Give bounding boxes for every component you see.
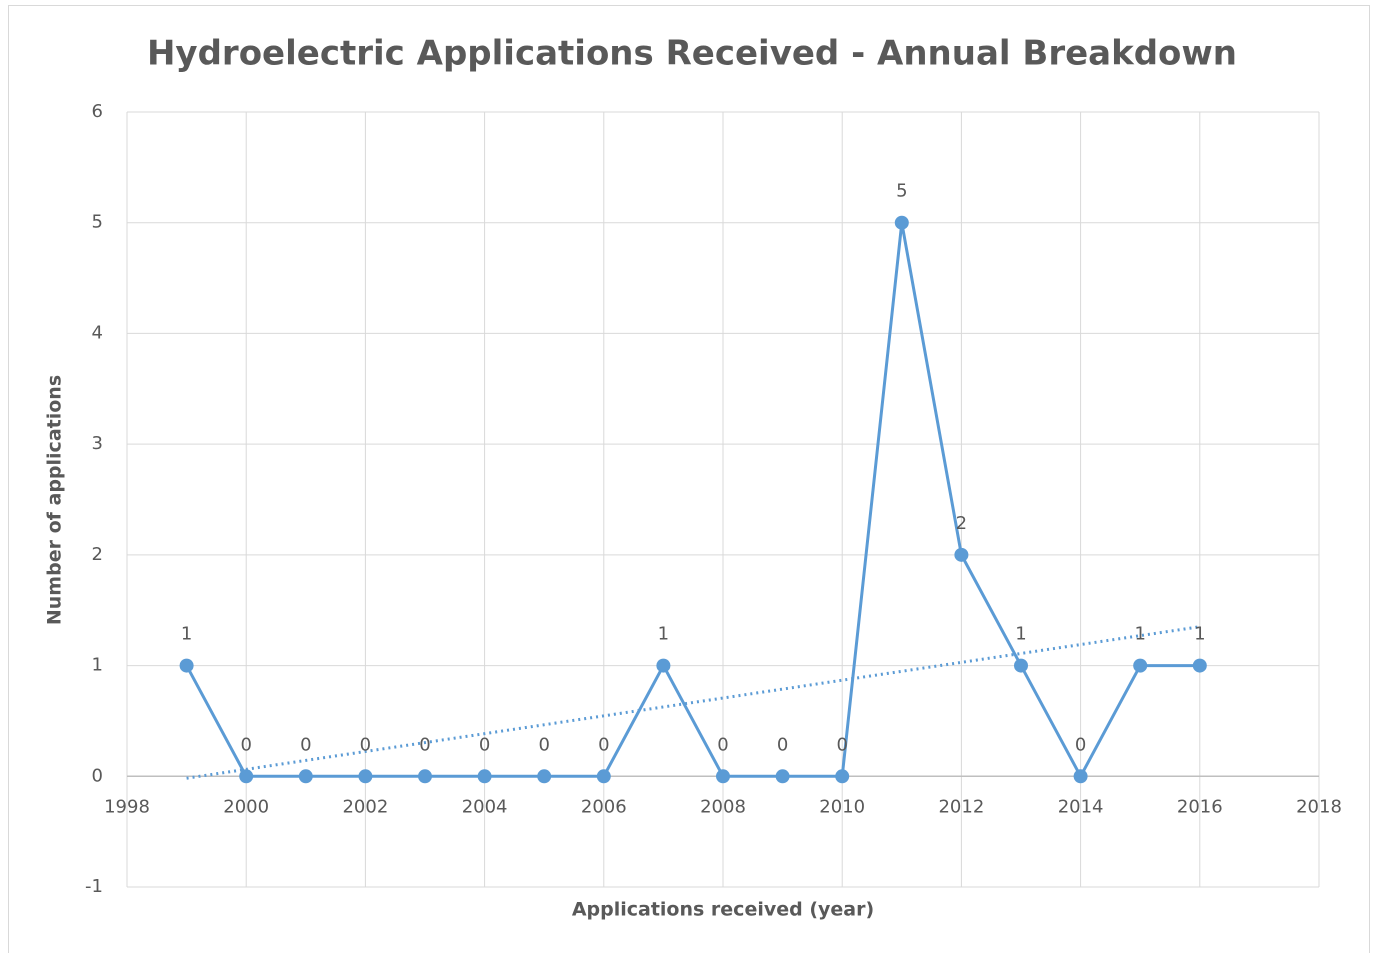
x-tick-label: 1998 [104, 796, 150, 817]
data-label: 0 [300, 734, 311, 755]
y-tick-label: 2 [92, 544, 103, 565]
data-label: 0 [360, 734, 371, 755]
data-label: 0 [479, 734, 490, 755]
marker [1073, 769, 1088, 784]
y-tick-label: 1 [92, 655, 103, 676]
marker [537, 769, 552, 784]
data-label: 0 [419, 734, 430, 755]
marker [656, 658, 671, 673]
x-tick-label: 2006 [581, 796, 627, 817]
x-tick-label: 2002 [342, 796, 388, 817]
marker [358, 769, 373, 784]
trendline [186, 625, 1201, 780]
marker [1133, 658, 1148, 673]
data-label: 0 [598, 734, 609, 755]
data-label: 0 [717, 734, 728, 755]
chart-frame [8, 5, 1370, 953]
marker [954, 547, 969, 562]
marker [477, 769, 492, 784]
x-tick-label: 2000 [223, 796, 269, 817]
marker [418, 769, 432, 784]
data-label: 1 [1194, 624, 1205, 645]
marker [1192, 658, 1207, 673]
x-tick-label: 2008 [700, 796, 746, 817]
marker [1014, 658, 1028, 673]
data-label: 0 [836, 734, 847, 755]
x-tick-label: 2004 [462, 796, 508, 817]
x-tick-label: 2014 [1058, 796, 1104, 817]
data-label: 1 [658, 624, 669, 645]
data-label: 0 [777, 734, 788, 755]
data-label: 0 [538, 734, 549, 755]
data-label: 2 [956, 513, 967, 534]
y-tick-label: -1 [85, 876, 103, 897]
data-label: 1 [1134, 624, 1145, 645]
data-label: 0 [240, 734, 251, 755]
data-label: 5 [896, 181, 907, 202]
x-tick-label: 2010 [819, 796, 865, 817]
y-axis-label: Number of applications [44, 375, 66, 625]
y-tick-label: 5 [92, 212, 103, 233]
marker [894, 215, 909, 230]
x-tick-label: 2016 [1177, 796, 1223, 817]
series-line [185, 221, 1200, 778]
marker [298, 769, 313, 784]
chart-title: Hydroelectric Applications Received - An… [147, 34, 1237, 74]
x-tick-label: 2012 [938, 796, 984, 817]
x-tick-label: 2018 [1296, 796, 1342, 817]
marker [835, 769, 850, 784]
marker [239, 769, 254, 784]
marker [596, 769, 611, 784]
y-tick-label: 6 [92, 101, 103, 122]
marker [775, 769, 790, 784]
data-label: 0 [1075, 734, 1086, 755]
marker [716, 769, 730, 784]
y-tick-label: 3 [92, 433, 103, 454]
data-label: 1 [1015, 624, 1026, 645]
data-label: 1 [181, 624, 192, 645]
x-axis-label: Applications received (year) [572, 899, 874, 921]
marker [179, 658, 194, 673]
y-tick-label: 4 [92, 322, 103, 343]
y-tick-label: 0 [92, 765, 103, 786]
